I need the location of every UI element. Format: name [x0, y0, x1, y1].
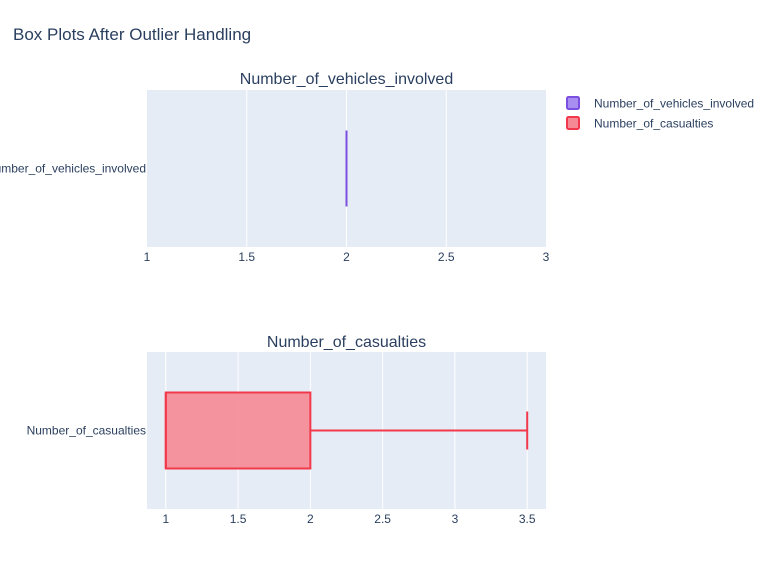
x-tick-label: 1.5	[230, 512, 247, 526]
x-tick-label: 2.5	[374, 512, 391, 526]
subplot-title: Number_of_casualties	[267, 334, 426, 351]
x-tick-label: 2	[307, 512, 314, 526]
legend-item[interactable]: Number_of_casualties	[566, 116, 713, 131]
x-tick-label: 3	[452, 512, 459, 526]
x-tick-label: 2.5	[438, 250, 455, 264]
chart-title: Box Plots After Outlier Handling	[13, 25, 251, 44]
x-tick-label: 3.5	[519, 512, 536, 526]
x-tick-label: 1	[162, 512, 169, 526]
box-trace[interactable]	[164, 391, 529, 470]
legend-label: Number_of_casualties	[594, 117, 713, 131]
legend-swatch	[566, 96, 580, 110]
y-category-label: Number_of_vehicles_involved	[0, 162, 146, 176]
subplot-title: Number_of_vehicles_involved	[240, 71, 453, 88]
x-tick-label: 1.5	[238, 250, 255, 264]
x-tick-label: 3	[543, 250, 550, 264]
x-tick-label: 1	[144, 250, 151, 264]
legend-swatch	[566, 116, 580, 130]
subplot-panels: 1 1.5 2 2.5 3 Number_of_vehicles_involved Numb…	[0, 71, 550, 526]
y-category-label: Number_of_casualties	[27, 424, 146, 438]
legend-item[interactable]: Number_of_vehicles_involved	[566, 96, 754, 111]
box-body	[164, 391, 312, 470]
x-tick-label: 2	[343, 250, 350, 264]
subplot-1: 1 1.5 2 2.5 3 Number_of_vehicles_involved Numb…	[0, 71, 550, 264]
legend-label: Number_of_vehicles_involved	[594, 97, 754, 111]
subplot-2: 1 1.5 2 2.5 3 3.5 Number_of_casualties Number_o…	[27, 334, 546, 526]
legend[interactable]: Number_of_vehicles_involved Number_of_cas…	[566, 96, 754, 131]
